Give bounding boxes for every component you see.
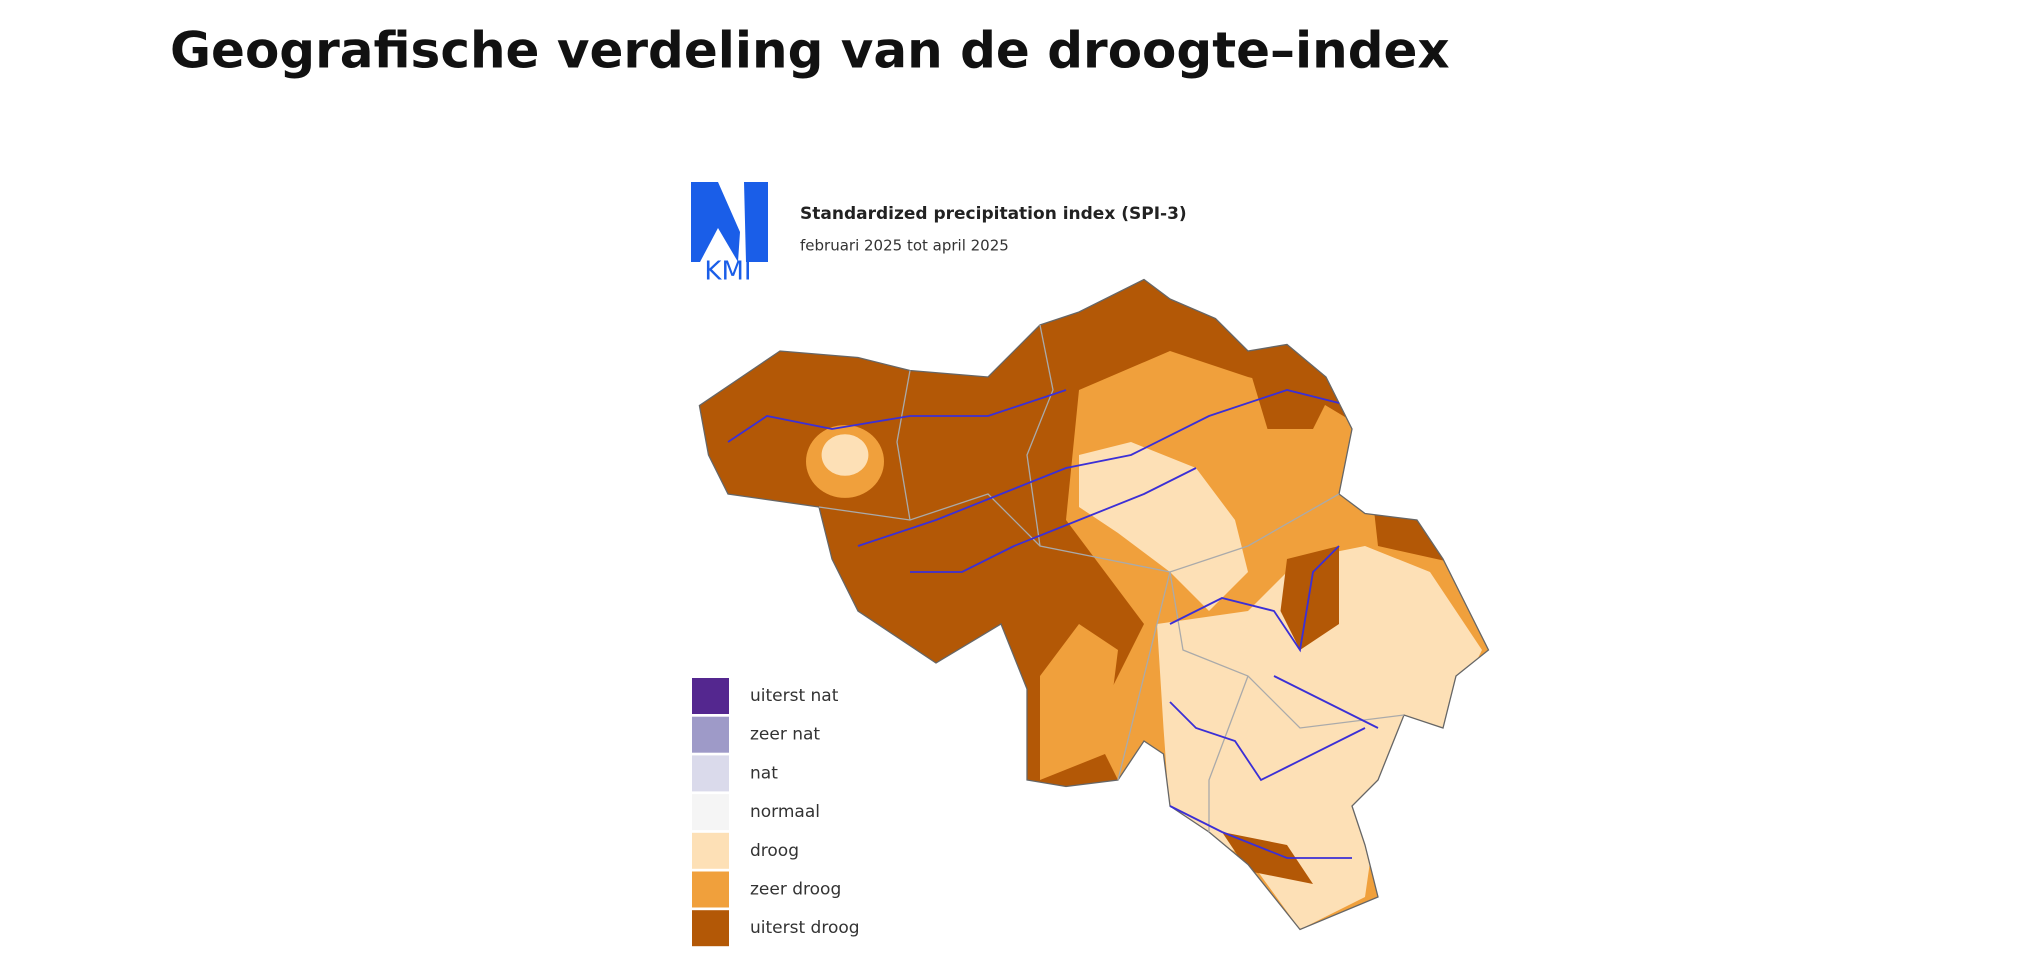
legend-swatch [692,678,729,714]
drought-zone [1157,546,1482,930]
slide-title: Geografische verdeling van de droogte–in… [170,22,1450,80]
legend-label: droog [750,841,799,861]
legend: uiterst nat zeer nat nat normaal droog zeer d… [692,678,860,947]
legend-label: zeer droog [750,880,841,900]
logo-text: KMI [704,257,751,287]
map-subtitle: februari 2025 tot april 2025 [800,237,1009,255]
legend-swatch [692,755,729,792]
legend-swatch [692,794,729,831]
legend-label: zeer nat [750,725,820,745]
legend-swatch [692,910,729,947]
legend-label: nat [750,763,778,783]
legend-label: uiterst droog [750,918,860,938]
drought-zone [1040,624,1118,780]
legend-label: normaal [750,802,820,822]
legend-swatch [692,716,729,753]
drought-zone [1222,351,1339,884]
kmi-logo: KMI [691,182,768,287]
drought-zone [821,434,869,476]
legend-swatch [692,871,729,908]
drought-zone [1079,441,1248,611]
legend-label: uiterst nat [750,686,839,706]
legend-swatch [692,832,729,869]
map-title: Standardized precipitation index (SPI-3) [800,204,1187,224]
